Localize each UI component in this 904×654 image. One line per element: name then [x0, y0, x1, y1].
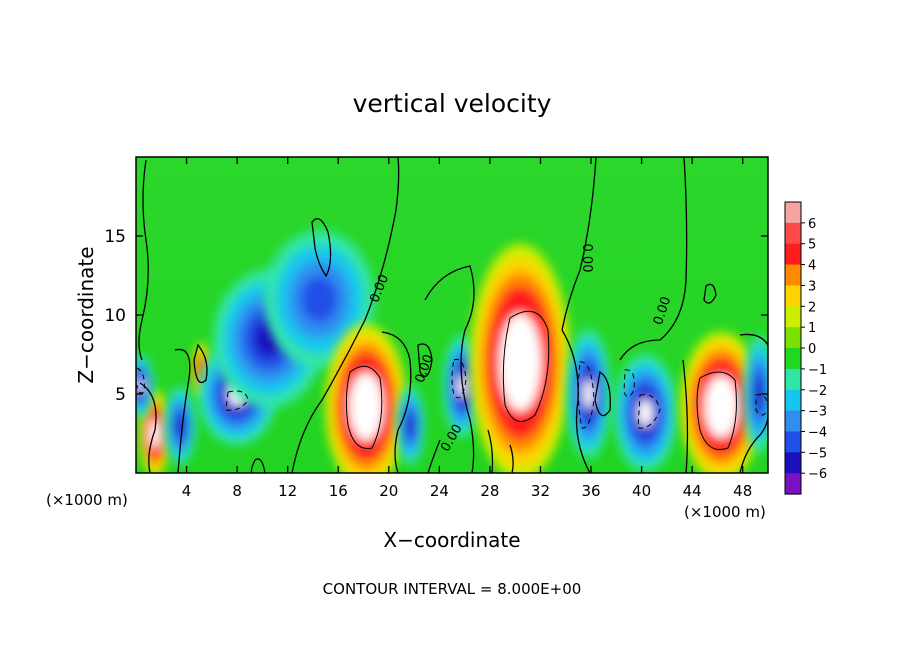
chart-figure: vertical velocity — [0, 0, 904, 654]
colorbar-labels: 6 5 4 3 2 1 0 −1 −2 −3 −4 −5 −6 — [808, 217, 827, 482]
x-tick-label: 48 — [733, 482, 752, 500]
colorbar-swatch — [785, 306, 801, 327]
colorbar-swatch — [785, 285, 801, 306]
field-level — [349, 372, 383, 440]
field-feature — [566, 329, 610, 459]
y-tick-label: 15 — [104, 227, 126, 247]
colorbar-swatch — [785, 473, 801, 494]
colorbar-label: −1 — [808, 363, 827, 378]
x-tick-label: 24 — [430, 482, 449, 500]
field-feature — [325, 324, 407, 490]
colorbar-swatch — [785, 411, 801, 432]
colorbar-swatch — [785, 244, 801, 265]
y-tick-labels: 5 10 15 — [104, 227, 126, 405]
x-axis-label: X−coordinate — [383, 528, 520, 552]
colorbar-swatch — [785, 452, 801, 473]
colorbar-label: −4 — [808, 425, 827, 440]
y-tick-label: 5 — [115, 385, 126, 405]
colorbar-label: 6 — [808, 217, 816, 232]
field-level — [704, 376, 738, 438]
contour-interval-note: CONTOUR INTERVAL = 8.000E+00 — [323, 580, 582, 598]
colorbar-label: 1 — [808, 321, 816, 336]
plot-area: 0.00 0.00 0.00 0.00 0.00 — [126, 157, 775, 490]
x-tick-label: 36 — [581, 482, 600, 500]
contour-label: 0.00 — [579, 244, 594, 273]
x-unit-right: (×1000 m) — [684, 503, 766, 521]
colorbar-swatch — [785, 202, 801, 223]
field-level — [406, 415, 414, 437]
chart-title: vertical velocity — [353, 89, 552, 118]
y-tick-label: 10 — [104, 306, 126, 326]
colorbar-label: 3 — [808, 279, 816, 294]
colorbar-label: 5 — [808, 238, 816, 253]
colorbar-label: −2 — [808, 384, 827, 399]
colorbar-swatch — [785, 223, 801, 244]
colorbar-swatch — [785, 265, 801, 286]
colorbar-label: −5 — [808, 446, 827, 461]
field-level — [499, 314, 541, 412]
field-feature — [470, 244, 571, 481]
colorbar-label: 4 — [808, 259, 816, 274]
x-unit-left: (×1000 m) — [46, 491, 128, 509]
field-level — [638, 399, 653, 426]
field-feature — [126, 355, 154, 418]
x-tick-label: 40 — [632, 482, 651, 500]
colorbar-label: 0 — [808, 342, 816, 357]
colorbar-label: −3 — [808, 405, 827, 420]
field-feature — [614, 354, 677, 473]
x-tick-label: 8 — [232, 482, 242, 500]
colorbar-swatch — [785, 327, 801, 348]
field-level — [301, 276, 338, 322]
colorbar-swatch — [785, 369, 801, 390]
colorbar-swatch — [785, 390, 801, 411]
x-tick-label: 12 — [278, 482, 297, 500]
colorbar-label: 2 — [808, 300, 816, 315]
x-tick-label: 28 — [480, 482, 499, 500]
x-tick-label: 16 — [329, 482, 348, 500]
colorbar-swatch — [785, 431, 801, 452]
colorbar — [785, 202, 805, 495]
x-tick-label: 32 — [531, 482, 550, 500]
x-tick-label: 20 — [379, 482, 398, 500]
colorbar-label: −6 — [808, 467, 827, 482]
x-tick-label: 44 — [683, 482, 702, 500]
colorbar-swatch — [785, 348, 801, 369]
x-tick-label: 4 — [182, 482, 192, 500]
y-axis-label: Z−coordinate — [74, 246, 98, 383]
x-tick-labels: 4 8 12 16 20 24 28 32 36 40 44 48 — [182, 482, 752, 500]
